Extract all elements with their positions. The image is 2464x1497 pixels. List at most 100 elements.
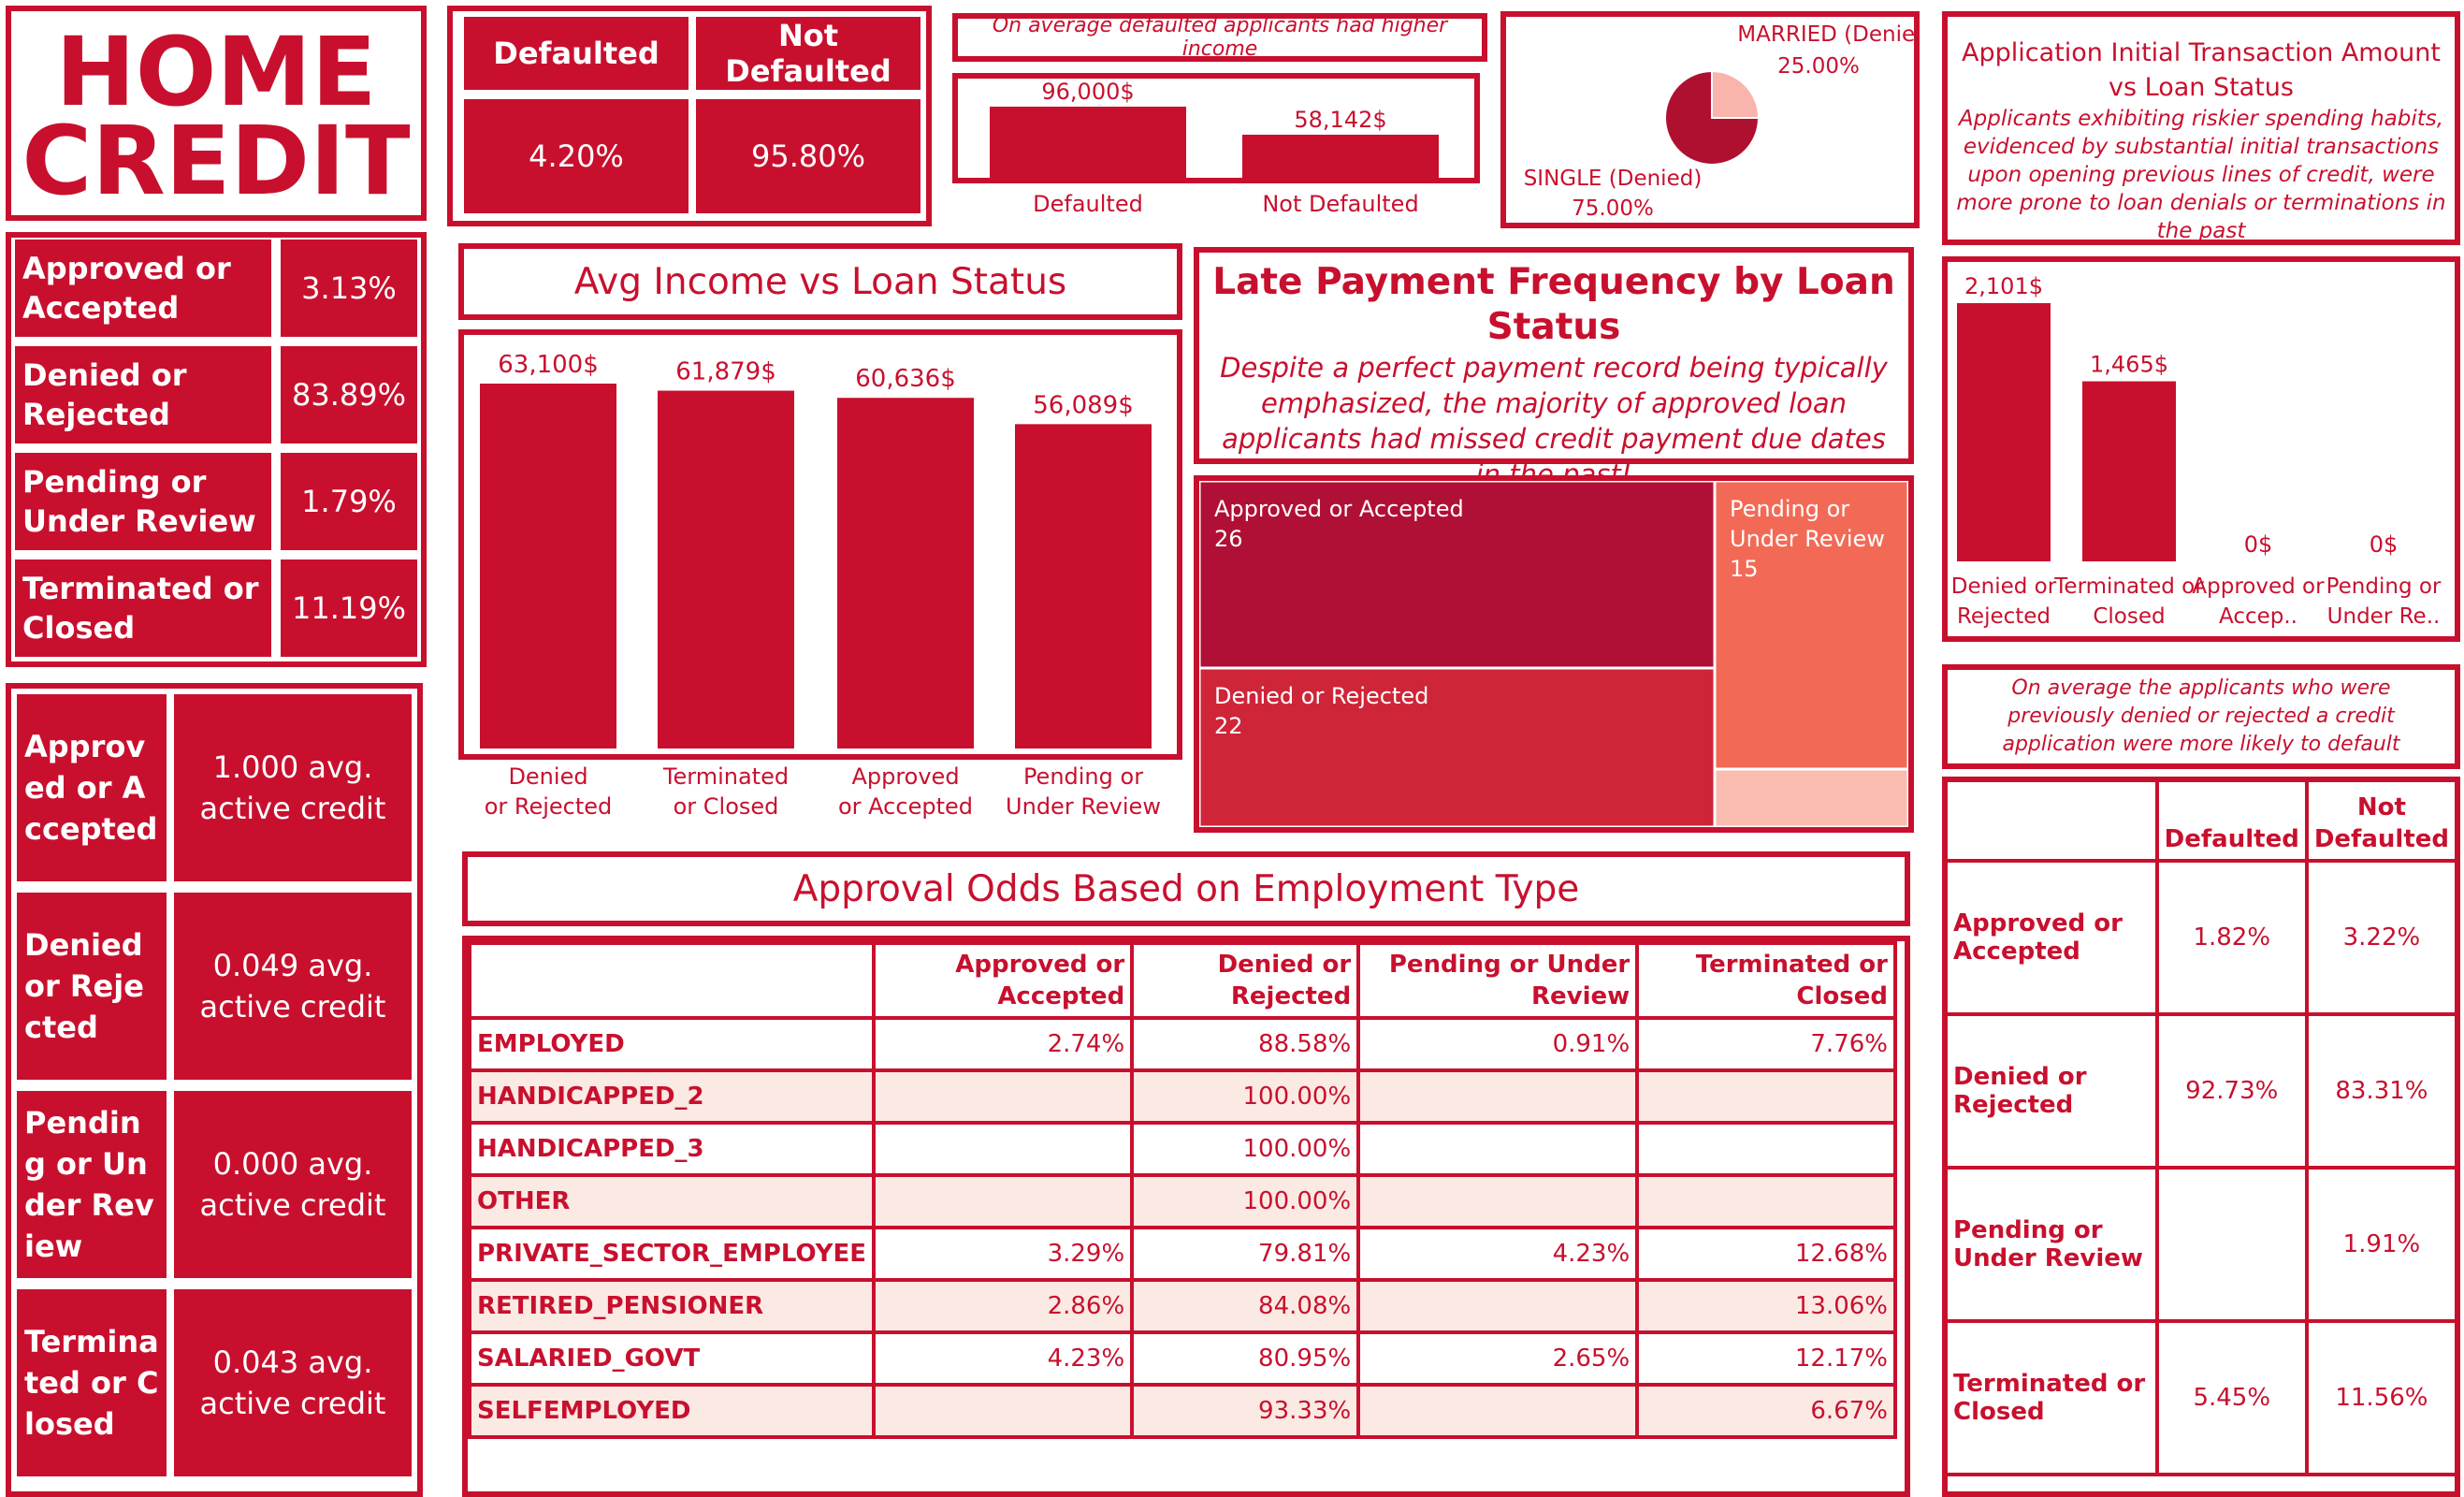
table-cell: 100.00%: [1130, 1173, 1361, 1229]
table-cell: 6.67%: [1635, 1383, 1897, 1439]
table-row-name: HANDICAPPED_2: [468, 1068, 876, 1125]
table-cell: [2154, 1166, 2309, 1323]
transaction-category: Accep..: [2219, 604, 2297, 629]
transaction-subtitle: Applicants exhibiting riskier spending h…: [1956, 107, 2446, 243]
transaction-category: Rejected: [1957, 604, 2051, 629]
active-credit-value: 1.000 avg. active credit: [174, 694, 412, 881]
logo-line-1: HOME: [55, 17, 376, 128]
late-payment-cell-value: 26: [1214, 526, 1243, 552]
status-share-value: 3.13%: [281, 240, 417, 337]
table-header-row: Approved or Accepted Denied or Rejected Pe…: [468, 941, 1897, 1020]
late-payment-cell: [1713, 767, 1908, 827]
table-cell: [1356, 1068, 1640, 1125]
late-payment-cell-name: Denied or Rejected: [1214, 683, 1428, 709]
transaction-bar-chart: 2,101$ Denied or Rejected 1,465$ Terminated …: [1951, 273, 2442, 629]
avg-income-category: Pending or: [1023, 763, 1143, 790]
employment-table: Approved or Accepted Denied or Rejected Pe…: [468, 941, 1897, 1439]
transaction-bar: [2082, 381, 2176, 561]
table-row-name: OTHER: [468, 1173, 876, 1229]
table-cell: 13.06%: [1635, 1278, 1897, 1334]
avg-income-bar: [837, 398, 974, 748]
late-payment-cell-name: Pending or: [1730, 496, 1849, 522]
status-share-value: 83.89%: [281, 346, 417, 443]
avg-income-category: or Closed: [674, 793, 779, 820]
table-row-name: Denied or Rejected: [1944, 1012, 2159, 1170]
table-cell: 79.81%: [1130, 1226, 1361, 1282]
table-row: Pending or Under Review 1.91%: [1944, 1166, 2459, 1323]
transaction-bar-label: 0$: [2244, 531, 2273, 558]
table-cell: 11.56%: [2304, 1319, 2459, 1476]
table-cell: [1356, 1121, 1640, 1177]
prev-denied-table: Defaulted Not Defaulted Approved or Accept…: [1944, 778, 2459, 1476]
table-row-name: SELFEMPLOYED: [468, 1383, 876, 1439]
avg-income-title: Avg Income vs Loan Status: [573, 260, 1067, 303]
marital-married-value: 25.00%: [1777, 54, 1860, 79]
late-payment-cell-name: Under Review: [1730, 526, 1885, 552]
default-rate-header-not-defaulted: Not Defaulted: [696, 17, 920, 90]
transaction-category: Under Re..: [2327, 604, 2441, 629]
status-share-label: Approved or Accepted: [15, 240, 271, 337]
avg-income-category: or Accepted: [838, 793, 973, 820]
status-share-label: Denied or Rejected: [15, 346, 271, 443]
table-row: EMPLOYED 2.74% 88.58% 0.91% 7.76%: [468, 1016, 1897, 1072]
table-row: SALARIED_GOVT 4.23% 80.95% 2.65% 12.17%: [468, 1330, 1897, 1387]
avg-income-bar-label: 56,089$: [1033, 391, 1134, 419]
table-cell: 12.68%: [1635, 1226, 1897, 1282]
table-cell: [1635, 1173, 1897, 1229]
table-row: Terminated or Closed 5.45% 11.56%: [1944, 1319, 2459, 1476]
transaction-category: Terminated or: [2053, 574, 2204, 599]
active-credit-label: Pending or Under Review: [17, 1091, 167, 1278]
income-default-bar: [990, 107, 1186, 178]
transaction-category: Approved or: [2192, 574, 2325, 599]
table-cell: [1635, 1068, 1897, 1125]
avg-income-bar: [1015, 424, 1152, 748]
table-cell: [871, 1121, 1135, 1177]
table-cell: [871, 1173, 1135, 1229]
transaction-bar-label: 2,101$: [1964, 273, 2043, 299]
income-default-bar-label: 58,142$: [1294, 107, 1386, 133]
table-cell: [1356, 1278, 1640, 1334]
table-cell: 2.86%: [871, 1278, 1135, 1334]
table-cell: 1.91%: [2304, 1166, 2459, 1323]
active-credit-value: 0.000 avg. active credit: [174, 1091, 412, 1278]
table-row-name: SALARIED_GOVT: [468, 1330, 876, 1387]
transaction-bar-label: 0$: [2370, 531, 2399, 558]
late-payment-title: Late Payment Frequency by Loan Status: [1212, 261, 1895, 348]
avg-income-bar-label: 61,879$: [675, 358, 776, 386]
table-row-name: Approved or Accepted: [1944, 859, 2159, 1016]
transaction-title-panel: Application Initial Transaction Amount v…: [1942, 11, 2460, 245]
table-cell: 2.74%: [871, 1016, 1135, 1072]
table-cell: 4.23%: [1356, 1226, 1640, 1282]
table-row: Denied or Rejected 92.73% 83.31%: [1944, 1012, 2459, 1170]
late-payment-cell-value: 22: [1214, 713, 1243, 739]
table-cell: [871, 1383, 1135, 1439]
avg-income-category: Terminated: [662, 763, 789, 790]
transaction-bar: [1957, 303, 2051, 561]
table-header-cell: [468, 941, 876, 1020]
prev-denied-note: On average the applicants who were previ…: [2002, 676, 2400, 756]
table-row: HANDICAPPED_2 100.00%: [468, 1068, 1897, 1125]
active-credit-value: 0.049 avg. active credit: [174, 893, 412, 1080]
table-row-name: Terminated or Closed: [1944, 1319, 2159, 1476]
logo-line-2: CREDIT: [22, 106, 411, 215]
table-cell: 0.91%: [1356, 1016, 1640, 1072]
income-default-chart: 96,000$ Defaulted 58,142$ Not Defaulted: [990, 79, 1439, 217]
default-rate-value-not-defaulted: 95.80%: [696, 99, 920, 213]
table-cell: 7.76%: [1635, 1016, 1897, 1072]
income-default-note: On average defaulted applicants had high…: [992, 14, 1448, 61]
table-row-name: EMPLOYED: [468, 1016, 876, 1072]
income-default-category: Not Defaulted: [1262, 191, 1418, 217]
table-cell: [1635, 1121, 1897, 1177]
default-rate-value-defaulted: 4.20%: [464, 99, 688, 213]
table-row: PRIVATE_SECTOR_EMPLOYEE 3.29% 79.81% 4.23% 1…: [468, 1226, 1897, 1282]
avg-income-category: Denied: [508, 763, 587, 790]
late-payment-subtitle: Despite a perfect payment record being t…: [1220, 352, 1888, 490]
default-rate-value-text: 95.80%: [750, 138, 865, 174]
marital-single-value: 75.00%: [1572, 196, 1654, 221]
table-header-cell: Terminated or Closed: [1635, 941, 1897, 1020]
table-row-name: PRIVATE_SECTOR_EMPLOYEE: [468, 1226, 876, 1282]
avg-income-category: Under Review: [1006, 793, 1161, 820]
table-cell: [1356, 1383, 1640, 1439]
transaction-bar-label: 1,465$: [2090, 352, 2168, 378]
table-cell: 5.45%: [2154, 1319, 2309, 1476]
